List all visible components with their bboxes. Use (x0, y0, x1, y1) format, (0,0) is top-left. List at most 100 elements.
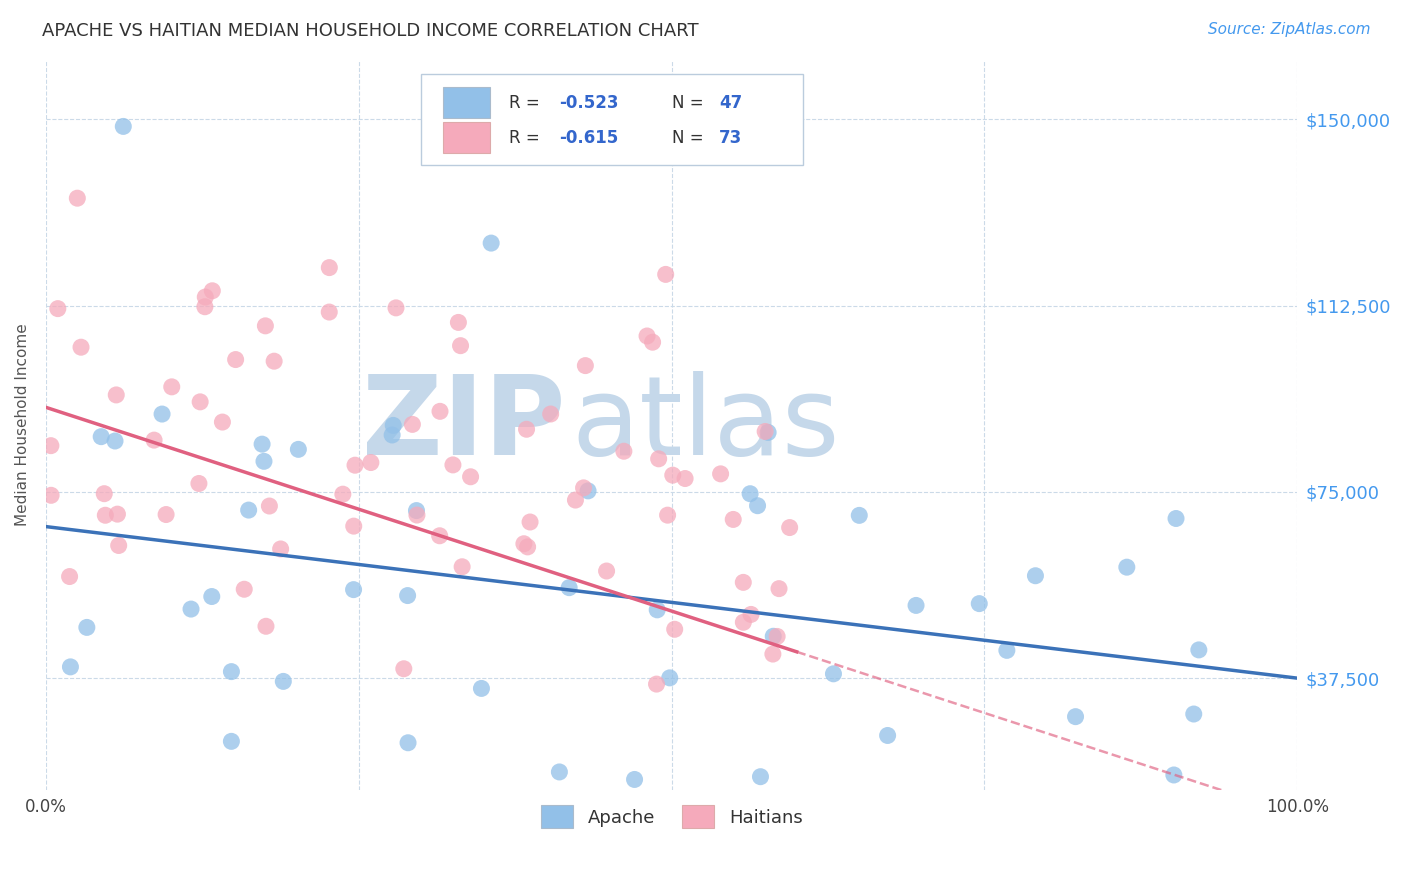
Text: ZIP: ZIP (361, 371, 565, 478)
Point (576, 483, 599, 498)
Point (645, 677, 668, 691)
Point (396, 589, 419, 603)
Point (664, 622, 686, 636)
Point (254, 619, 277, 633)
Point (641, 335, 664, 350)
Text: 47: 47 (718, 94, 742, 112)
Point (343, 458, 366, 473)
Point (382, 418, 405, 433)
Point (540, 407, 562, 421)
Point (779, 520, 801, 534)
Point (90, 430, 112, 444)
Point (613, 444, 636, 458)
Point (238, 503, 260, 517)
Point (155, 508, 177, 522)
Point (645, 603, 668, 617)
Point (188, 395, 211, 409)
Point (406, 508, 429, 522)
Point (343, 519, 366, 533)
Point (360, 456, 382, 470)
Point (995, 643, 1018, 657)
Point (263, 354, 285, 368)
Point (574, 359, 596, 373)
Point (848, 508, 870, 523)
Y-axis label: Median Household Income: Median Household Income (15, 324, 30, 526)
Point (160, 380, 183, 394)
Point (225, 352, 247, 367)
Point (76, 620, 98, 634)
Point (595, 564, 617, 578)
Point (733, 575, 755, 590)
Point (187, 476, 209, 491)
Point (201, 284, 224, 298)
Point (823, 666, 845, 681)
FancyBboxPatch shape (422, 74, 803, 166)
Text: -0.615: -0.615 (560, 128, 619, 147)
Point (273, 674, 295, 689)
Point (405, 503, 427, 517)
Point (46, 301, 69, 316)
Point (721, 512, 744, 526)
Point (479, 236, 502, 251)
Point (441, 458, 464, 472)
Point (401, 417, 423, 432)
Point (451, 559, 474, 574)
Point (211, 415, 233, 429)
Point (636, 329, 658, 343)
Point (647, 451, 669, 466)
Text: APACHE VS HAITIAN MEDIAN HOUSEHOLD INCOME CORRELATION CHART: APACHE VS HAITIAN MEDIAN HOUSEHOLD INCOM… (42, 22, 699, 40)
Point (740, 607, 762, 622)
Point (762, 647, 785, 661)
Point (194, 300, 217, 314)
Text: 73: 73 (718, 128, 742, 147)
Point (967, 597, 990, 611)
Point (1163, 768, 1185, 782)
Point (572, 481, 595, 495)
Point (70, 340, 93, 354)
Point (905, 599, 928, 613)
Point (470, 681, 492, 696)
Point (747, 499, 769, 513)
Point (318, 260, 340, 275)
Point (548, 764, 571, 779)
Point (513, 537, 536, 551)
Point (93, 486, 115, 500)
Point (658, 671, 681, 685)
Point (105, 388, 128, 402)
Point (516, 540, 538, 554)
Point (250, 437, 273, 451)
Point (201, 590, 224, 604)
Point (740, 486, 762, 500)
Point (733, 615, 755, 630)
Point (385, 301, 408, 315)
Point (766, 629, 789, 643)
Point (749, 770, 772, 784)
Point (1182, 706, 1205, 721)
Point (381, 428, 404, 442)
Point (1164, 511, 1187, 525)
Point (762, 629, 785, 643)
Text: Source: ZipAtlas.com: Source: ZipAtlas.com (1208, 22, 1371, 37)
Point (143, 433, 166, 447)
Point (710, 467, 733, 481)
Point (233, 582, 256, 597)
Point (270, 541, 292, 556)
Point (429, 404, 451, 418)
Point (1115, 560, 1137, 574)
Point (342, 582, 364, 597)
Point (450, 339, 472, 353)
Point (221, 665, 243, 679)
Point (515, 422, 537, 436)
Point (558, 581, 581, 595)
Point (259, 499, 281, 513)
Text: N =: N = (672, 128, 709, 147)
Text: R =: R = (509, 94, 546, 112)
Point (150, 407, 173, 421)
FancyBboxPatch shape (443, 87, 491, 118)
Point (768, 582, 790, 596)
Point (661, 468, 683, 483)
Point (66, 191, 89, 205)
Point (221, 734, 243, 748)
Point (876, 729, 898, 743)
Text: -0.523: -0.523 (560, 94, 619, 112)
